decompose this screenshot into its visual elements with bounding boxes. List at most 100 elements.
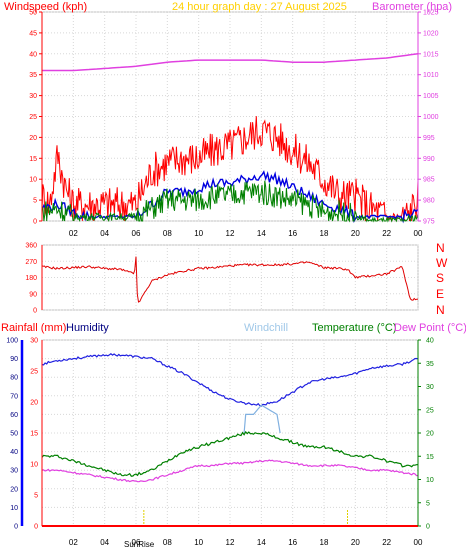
barometer-tick-label: 1025: [423, 10, 439, 17]
temp-x-tick-label: 10: [194, 538, 203, 547]
temp-x-tick-label: 16: [288, 538, 297, 547]
compass-label: E: [436, 287, 444, 301]
humidity-series-line: [41, 353, 419, 407]
windspeed-tick-label: 5: [33, 198, 37, 205]
temperature-tick-label: 20: [426, 431, 434, 438]
barometer-series-line: [42, 53, 419, 72]
direction-panel-axes: 0 90 180 270 360: [25, 243, 43, 315]
temp-x-tick-label: 00: [414, 538, 423, 547]
temperature-tick-label: 25: [426, 407, 434, 414]
temperature-tick-label: 10: [426, 477, 434, 484]
direction-tick-label: 360: [25, 243, 37, 250]
direction-tick-label: 270: [25, 259, 37, 266]
wind-x-tick-label: 16: [288, 229, 297, 238]
rainfall-tick-label: 60: [10, 412, 18, 419]
rainfall-tick-label: 40: [10, 449, 18, 456]
average-series-line: [41, 170, 419, 224]
temp-x-tick-label: 20: [351, 538, 360, 547]
barometer-tick-label: 980: [423, 198, 435, 205]
temp-x-tick-label: 06: [132, 538, 141, 547]
direction-tick-label: 0: [33, 308, 37, 315]
barometer-tick-label: 995: [423, 135, 435, 142]
rainfall-axis-label: Rainfall (mm): [1, 322, 66, 334]
rainfall-tick-label: 90: [10, 356, 18, 363]
wind-panel-axes: 0510152025303540455097598098599099510001…: [29, 10, 438, 239]
windspeed-tick-label: 45: [29, 30, 37, 37]
wind-x-tick-label: 08: [163, 229, 172, 238]
temperature-series-line: [41, 430, 419, 477]
windspeed-tick-label: 15: [29, 156, 37, 163]
humidity-tick-label: 30: [30, 338, 38, 345]
windspeed-tick-label: 10: [29, 177, 37, 184]
temp-x-tick-label: 18: [320, 538, 329, 547]
humidity-tick-label: 15: [30, 431, 38, 438]
rainfall-tick-label: 100: [6, 338, 18, 345]
windspeed-tick-label: 0: [33, 219, 37, 226]
temperature-tick-label: 15: [426, 454, 434, 461]
gust-series-line: [41, 116, 419, 222]
compass-label: N: [436, 241, 445, 255]
windspeed-tick-label: 35: [29, 72, 37, 79]
temp-panel-series: [41, 353, 419, 528]
barometer-tick-label: 1005: [423, 93, 439, 100]
rainfall-tick-label: 0: [14, 524, 18, 531]
windspeed-tick-label: 40: [29, 51, 37, 58]
windspeed-tick-label: 20: [29, 135, 37, 142]
direction-tick-label: 90: [29, 291, 37, 298]
humidity-tick-label: 10: [30, 462, 38, 469]
temperature-tick-label: 0: [426, 524, 430, 531]
temperature-tick-label: 40: [426, 338, 434, 345]
dewpoint-series-line: [41, 459, 419, 483]
rainfall-tick-label: 30: [10, 468, 18, 475]
temperature-tick-label: 35: [426, 361, 434, 368]
rainfall-tick-label: 20: [10, 486, 18, 493]
windspeed-tick-label: 25: [29, 114, 37, 121]
humidity-tick-label: 25: [30, 369, 38, 376]
wind-x-tick-label: 02: [69, 229, 78, 238]
temp-x-tick-label: 04: [100, 538, 109, 547]
humidity-tick-label: 5: [34, 493, 38, 500]
wind-x-tick-label: 12: [226, 229, 235, 238]
wind-panel-series: [41, 53, 419, 224]
temp-x-tick-label: 02: [69, 538, 78, 547]
humidity-tick-label: 0: [34, 524, 38, 531]
barometer-tick-label: 1015: [423, 51, 439, 58]
wind-x-tick-label: 10: [194, 229, 203, 238]
temp-x-tick-label: 08: [163, 538, 172, 547]
compass-label: S: [436, 271, 444, 285]
temp-x-tick-label: 22: [382, 538, 391, 547]
rainfall-tick-label: 70: [10, 393, 18, 400]
rainfall-tick-label: 80: [10, 375, 18, 382]
barometer-tick-label: 985: [423, 177, 435, 184]
wind-x-tick-label: 22: [382, 229, 391, 238]
temperature-tick-label: 30: [426, 384, 434, 391]
temperature-tick-label: 5: [426, 500, 430, 507]
compass-label: W: [436, 256, 448, 270]
barometer-axis-label: Barometer (hpa): [372, 1, 452, 13]
dewpoint-axis-label: Dew Point (°C): [394, 322, 466, 334]
barometer-tick-label: 975: [423, 219, 435, 226]
sunrise-label: SunRise: [124, 540, 155, 549]
humidity-tick-label: 20: [30, 400, 38, 407]
barometer-tick-label: 1010: [423, 72, 439, 79]
wind-series-line: [41, 180, 419, 223]
windchill-series-line: [243, 404, 281, 434]
direction-series-line: [41, 256, 419, 303]
temp-panel-axes: 0102030405060708090100051015202530051015…: [6, 338, 434, 548]
wind-x-tick-label: 04: [100, 229, 109, 238]
temp-x-tick-label: 14: [257, 538, 266, 547]
wind-x-tick-label: 18: [320, 229, 329, 238]
barometer-tick-label: 1000: [423, 114, 439, 121]
windspeed-tick-label: 50: [29, 10, 37, 17]
wind-x-tick-label: 20: [351, 229, 360, 238]
direction-panel-series: [41, 256, 419, 303]
barometer-tick-label: 990: [423, 156, 435, 163]
rainfall-tick-label: 10: [10, 505, 18, 512]
humidity-axis-label: Humidity: [66, 322, 109, 334]
chart-title: 24 hour graph day : 27 August 2025: [172, 1, 347, 13]
wind-x-tick-label: 14: [257, 229, 266, 238]
rainfall-tick-label: 50: [10, 431, 18, 438]
windspeed-axis-label: Windspeed (kph): [4, 1, 87, 13]
